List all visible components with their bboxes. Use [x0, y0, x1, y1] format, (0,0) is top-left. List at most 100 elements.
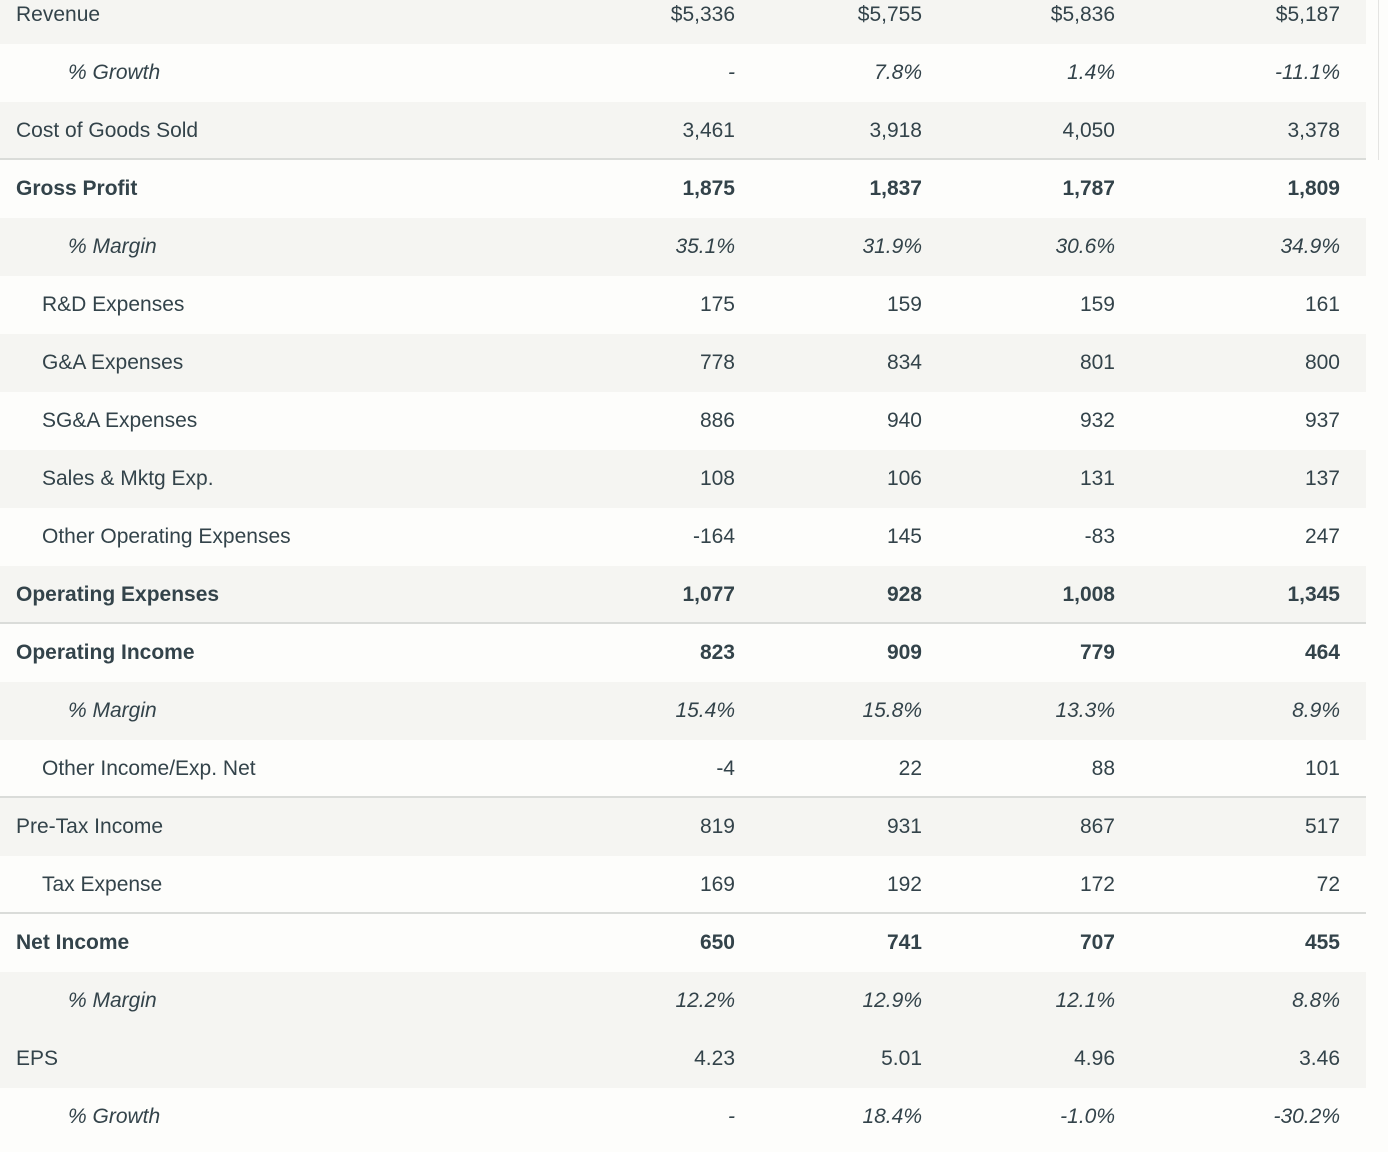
- row-label: G&A Expenses: [42, 351, 184, 374]
- row-value: 928: [886, 583, 922, 606]
- table-row: Pre-Tax Income 819 931 867 517: [0, 798, 1366, 856]
- row-value: 5.01: [881, 1047, 922, 1070]
- table-row: Gross Profit 1,875 1,837 1,787 1,809: [0, 160, 1366, 218]
- row-value: -1.0%: [1060, 1105, 1115, 1128]
- row-value: 940: [886, 409, 922, 432]
- row-value: 30.6%: [1055, 235, 1115, 258]
- table-row: Tax Expense 169 192 172 72: [0, 856, 1366, 914]
- table-row: Other Operating Expenses -164 145 -83 247: [0, 508, 1366, 566]
- row-value: 650: [699, 931, 735, 954]
- row-value: 741: [886, 931, 922, 954]
- row-label: EPS: [16, 1047, 59, 1070]
- row-label: Other Operating Expenses: [42, 525, 291, 548]
- row-value: -: [728, 1105, 735, 1128]
- table-row: % Growth - 18.4% -1.0% -30.2%: [0, 1088, 1366, 1146]
- row-value: 867: [1079, 815, 1115, 838]
- row-value: 779: [1079, 641, 1115, 664]
- table-row: % Margin 15.4% 15.8% 13.3% 8.9%: [0, 682, 1366, 740]
- row-value: 131: [1079, 467, 1115, 490]
- row-value: 106: [886, 467, 922, 490]
- row-value: 801: [1079, 351, 1115, 374]
- row-value: 834: [886, 351, 922, 374]
- row-value: 1,008: [1062, 583, 1115, 606]
- table-row: R&D Expenses 175 159 159 161: [0, 276, 1366, 334]
- row-value: 464: [1304, 641, 1340, 664]
- row-value: 778: [699, 351, 735, 374]
- row-label: Operating Expenses: [16, 583, 220, 606]
- row-value: 72: [1316, 873, 1340, 896]
- row-value: 3,918: [869, 119, 922, 142]
- row-value: 192: [886, 873, 922, 896]
- row-value: 3,461: [682, 119, 735, 142]
- row-value: 18.4%: [862, 1105, 922, 1128]
- row-value: 8.9%: [1292, 699, 1340, 722]
- row-value: 823: [699, 641, 735, 664]
- table-row: Sales & Mktg Exp. 108 106 131 137: [0, 450, 1366, 508]
- row-value: 4,050: [1062, 119, 1115, 142]
- row-value: 8.8%: [1292, 989, 1340, 1012]
- table-row: Other Income/Exp. Net -4 22 88 101: [0, 740, 1366, 798]
- table-row: % Margin 12.2% 12.9% 12.1% 8.8%: [0, 972, 1366, 1030]
- row-value: 3,378: [1287, 119, 1340, 142]
- table-row: Revenue $5,336 $5,755 $5,836 $5,187: [0, 0, 1366, 44]
- row-label: R&D Expenses: [42, 293, 185, 316]
- row-value: 159: [1079, 293, 1115, 316]
- table-row: % Growth - 7.8% 1.4% -11.1%: [0, 44, 1366, 102]
- row-value: 1,077: [682, 583, 735, 606]
- row-label: % Margin: [68, 235, 157, 258]
- row-value: 13.3%: [1055, 699, 1115, 722]
- table-row: Net Income 650 741 707 455: [0, 914, 1366, 972]
- row-value: 12.2%: [675, 989, 735, 1012]
- row-label: % Margin: [68, 699, 157, 722]
- row-label: Cost of Goods Sold: [16, 119, 199, 142]
- row-label: % Growth: [68, 61, 161, 84]
- income-statement-table: Revenue $5,336 $5,755 $5,836 $5,187 % Growth -…: [0, 0, 1366, 1146]
- row-value: $5,336: [670, 3, 735, 26]
- row-value: 1,809: [1287, 177, 1340, 200]
- row-label: Other Income/Exp. Net: [42, 757, 256, 780]
- row-label: Operating Income: [16, 641, 195, 664]
- row-value: -164: [692, 525, 735, 548]
- row-label: Sales & Mktg Exp.: [42, 467, 214, 490]
- scrollbar: [1378, 0, 1379, 160]
- row-value: 145: [886, 525, 922, 548]
- row-label: Revenue: [16, 3, 101, 26]
- row-label: % Growth: [68, 1105, 161, 1128]
- row-value: 1.4%: [1067, 61, 1115, 84]
- row-value: 1,787: [1062, 177, 1115, 200]
- row-value: 15.8%: [862, 699, 922, 722]
- row-value: 455: [1304, 931, 1340, 954]
- row-label: Tax Expense: [42, 873, 163, 896]
- row-value: 707: [1079, 931, 1115, 954]
- row-value: 1,875: [682, 177, 735, 200]
- row-value: 34.9%: [1280, 235, 1340, 258]
- row-label: Pre-Tax Income: [16, 815, 164, 838]
- row-value: 137: [1304, 467, 1340, 490]
- row-value: 909: [886, 641, 922, 664]
- row-value: 161: [1304, 293, 1340, 316]
- row-value: -83: [1084, 525, 1115, 548]
- row-value: 159: [886, 293, 922, 316]
- row-value: 4.23: [694, 1047, 735, 1070]
- row-value: 35.1%: [675, 235, 735, 258]
- row-label: % Margin: [68, 989, 157, 1012]
- row-value: 3.46: [1299, 1047, 1340, 1070]
- row-value: 172: [1079, 873, 1115, 896]
- row-value: 101: [1304, 757, 1340, 780]
- row-value: 15.4%: [675, 699, 735, 722]
- row-value: $5,836: [1050, 3, 1115, 26]
- row-value: 886: [699, 409, 735, 432]
- row-value: -4: [716, 757, 735, 780]
- row-value: 175: [699, 293, 735, 316]
- row-value: 1,837: [869, 177, 922, 200]
- row-value: 12.9%: [862, 989, 922, 1012]
- row-value: 169: [699, 873, 735, 896]
- row-value: 819: [699, 815, 735, 838]
- table-row: SG&A Expenses 886 940 932 937: [0, 392, 1366, 450]
- row-value: 931: [886, 815, 922, 838]
- row-label: SG&A Expenses: [42, 409, 198, 432]
- row-value: 31.9%: [862, 235, 922, 258]
- row-value: 4.96: [1074, 1047, 1115, 1070]
- row-value: 22: [898, 757, 922, 780]
